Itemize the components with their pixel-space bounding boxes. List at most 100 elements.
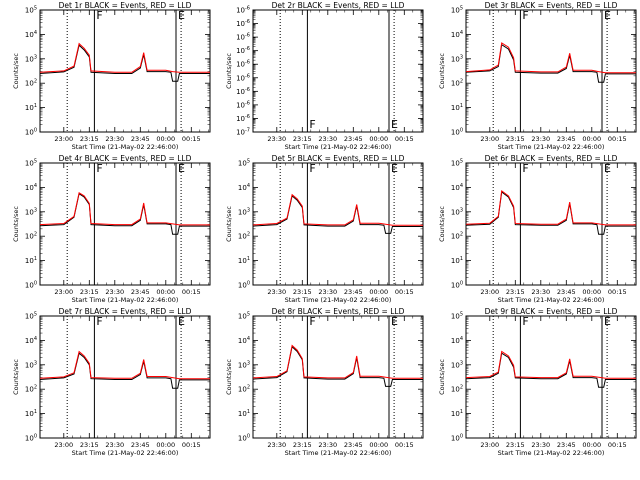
x-tick-label: 00:00 (582, 135, 601, 143)
y-tick-label: 100 (451, 281, 463, 290)
y-tick-label: 10-6 (236, 100, 250, 109)
y-tick-label: 100 (451, 128, 463, 137)
y-tick-label: 10-6 (236, 87, 250, 96)
x-tick-label: 23:00 (54, 135, 73, 143)
x-tick-label: 00:15 (182, 441, 201, 449)
time-marker-label: F (309, 118, 315, 131)
y-tick-label: 101 (238, 256, 250, 265)
x-tick-label: 00:00 (582, 288, 601, 296)
x-tick-label: 23:30 (105, 288, 124, 296)
y-axis-label: Counts/sec (12, 359, 20, 395)
x-tick-label: 23:30 (531, 135, 550, 143)
y-tick-label: 101 (238, 409, 250, 418)
x-tick-label: 00:15 (395, 441, 414, 449)
y-tick-label: 104 (451, 336, 463, 345)
y-tick-label: 103 (451, 54, 463, 63)
series-line-events (465, 43, 636, 83)
series-line-lld (465, 42, 636, 74)
y-axis-label: Counts/sec (438, 359, 446, 395)
x-tick-label: 23:30 (531, 441, 550, 449)
x-tick-label: 23:30 (267, 441, 286, 449)
y-tick-label: 100 (25, 434, 37, 443)
y-tick-label: 104 (238, 336, 250, 345)
x-tick-label: 00:00 (582, 441, 601, 449)
series-line-lld (252, 344, 423, 379)
plot-frame (252, 315, 424, 439)
y-tick-label: 10-6 (236, 6, 250, 15)
plot-frame (465, 9, 637, 133)
y-tick-label: 105 (25, 6, 37, 15)
series-line-events (39, 352, 210, 389)
plot-frame (39, 9, 211, 133)
x-tick-label: 23:15 (80, 135, 99, 143)
x-tick-label: 23:30 (318, 288, 337, 296)
y-tick-label: 105 (451, 159, 463, 168)
panel-det-4: 100 101 102 103 104 105 23:00 23:15 23:30 23:45 00… (12, 154, 211, 304)
y-tick-label: 10-6 (236, 73, 250, 82)
y-tick-label: 103 (25, 207, 37, 216)
y-tick-label: 101 (25, 409, 37, 418)
y-tick-label: 105 (25, 312, 37, 321)
x-axis-label: Start Time (21-May-02 22:46:00) (498, 143, 605, 151)
x-tick-label: 23:00 (54, 288, 73, 296)
time-marker-label: E (391, 162, 398, 175)
panel-det-5: 100 101 102 103 104 105 23:30 23:15 23:30 23:45 00… (225, 154, 424, 304)
y-tick-label: 10-6 (236, 60, 250, 69)
x-tick-label: 00:15 (608, 441, 627, 449)
x-tick-label: 23:15 (293, 288, 312, 296)
y-tick-label: 103 (238, 207, 250, 216)
panel-title: Det 6r BLACK = Events, RED = LLD (485, 154, 618, 163)
series-line-lld (39, 192, 210, 226)
y-axis-label: Counts/sec (225, 206, 233, 242)
panel-det-6: 100 101 102 103 104 105 23:00 23:15 23:30 23:45 00… (438, 154, 637, 304)
x-tick-label: 23:30 (105, 441, 124, 449)
y-tick-label: 102 (451, 79, 463, 88)
panel-title: Det 9r BLACK = Events, RED = LLD (485, 307, 618, 316)
y-tick-label: 104 (451, 30, 463, 39)
y-tick-label: 101 (25, 103, 37, 112)
time-marker-label: E (178, 162, 185, 175)
x-tick-label: 00:00 (156, 135, 175, 143)
x-tick-label: 23:45 (131, 288, 150, 296)
x-tick-label: 23:30 (267, 135, 286, 143)
time-marker-label: F (309, 162, 315, 175)
series-line-events (252, 345, 423, 387)
y-tick-label: 101 (451, 409, 463, 418)
x-tick-label: 00:00 (369, 441, 388, 449)
panel-det-3: 100 101 102 103 104 105 23:00 23:15 23:30 23:45 00… (438, 1, 637, 151)
y-tick-label: 103 (25, 360, 37, 369)
x-tick-label: 00:00 (156, 288, 175, 296)
x-tick-label: 23:45 (557, 441, 576, 449)
series-line-events (39, 192, 210, 235)
y-tick-label: 102 (25, 79, 37, 88)
x-tick-label: 23:45 (344, 135, 363, 143)
y-tick-label: 102 (25, 385, 37, 394)
x-tick-label: 00:00 (156, 441, 175, 449)
x-tick-label: 23:45 (557, 135, 576, 143)
y-tick-label: 102 (451, 385, 463, 394)
panel-det-2: 10-7 10-6 10-6 10-6 10-6 10-6 10-6 10-6 10-6 10-6… (225, 1, 424, 151)
y-tick-label: 100 (451, 434, 463, 443)
x-tick-label: 23:30 (105, 135, 124, 143)
x-tick-label: 23:30 (267, 288, 286, 296)
plot-frame (39, 315, 211, 439)
y-tick-label: 100 (25, 281, 37, 290)
series-line-lld (252, 193, 423, 226)
y-tick-label: 102 (238, 385, 250, 394)
y-tick-label: 105 (451, 312, 463, 321)
y-tick-label: 103 (238, 360, 250, 369)
panel-title: Det 7r BLACK = Events, RED = LLD (59, 307, 192, 316)
y-tick-label: 104 (25, 336, 37, 345)
series-line-lld (465, 350, 636, 379)
y-tick-label: 105 (25, 159, 37, 168)
x-tick-label: 00:15 (608, 135, 627, 143)
x-tick-label: 23:45 (344, 441, 363, 449)
y-axis-label: Counts/sec (438, 206, 446, 242)
x-axis-label: Start Time (21-May-02 22:46:00) (498, 296, 605, 304)
y-tick-label: 10-6 (236, 33, 250, 42)
y-tick-label: 104 (451, 183, 463, 192)
y-tick-label: 104 (25, 30, 37, 39)
panel-det-8: 100 101 102 103 104 105 23:30 23:15 23:30 23:45 00… (225, 307, 424, 457)
y-tick-label: 102 (25, 232, 37, 241)
time-marker-label: E (178, 315, 185, 328)
